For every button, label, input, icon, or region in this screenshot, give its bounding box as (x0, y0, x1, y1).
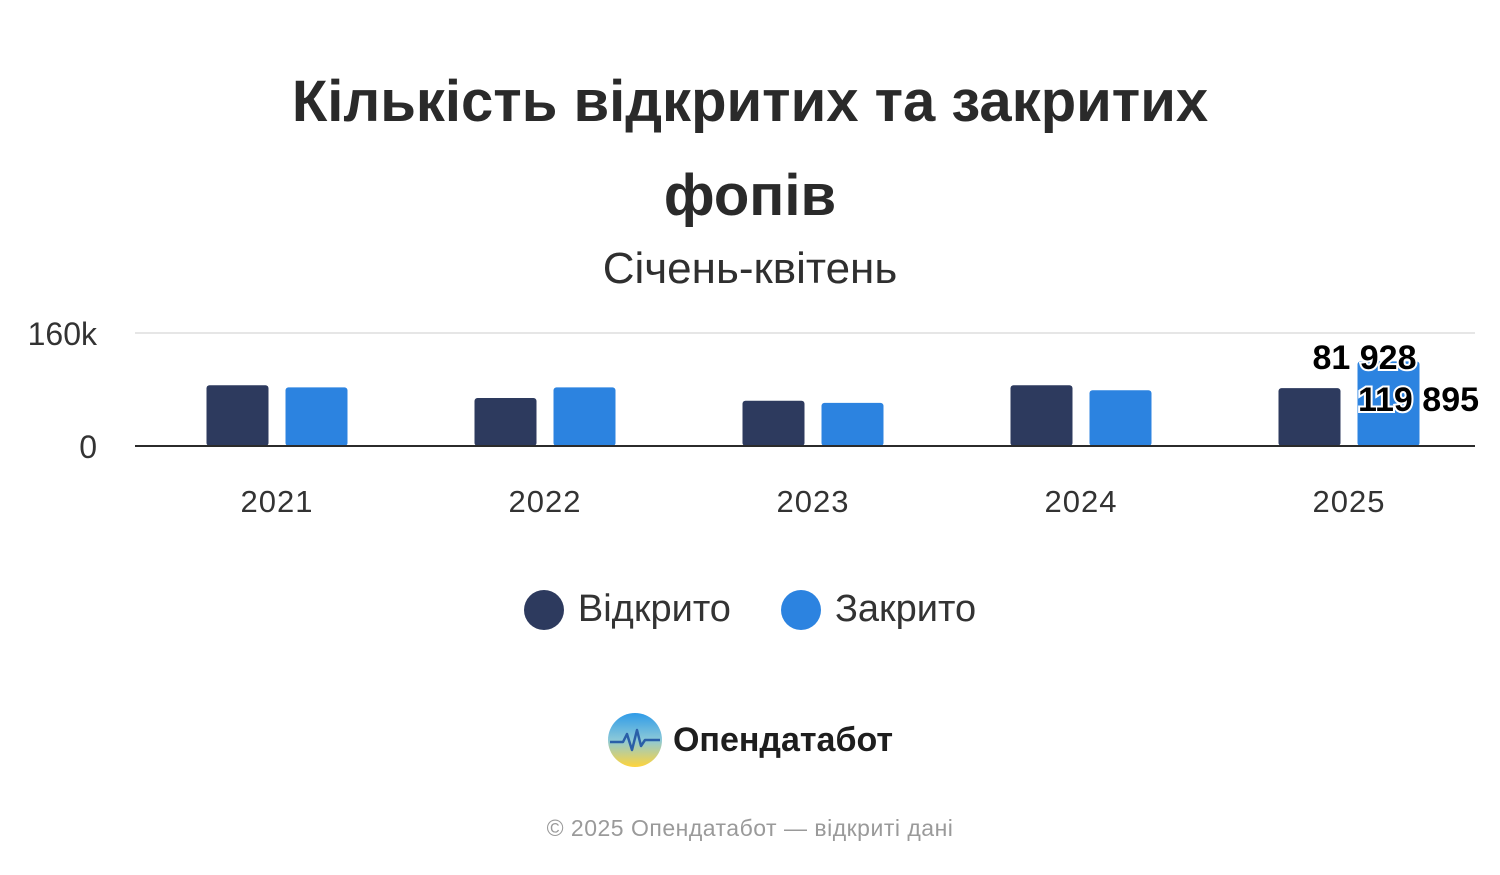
data-label-closed-2025: 119 895 (1358, 381, 1479, 419)
footer-copyright: © 2025 Опендатабот — відкриті дані (546, 815, 954, 841)
legend-item-opened[interactable]: Відкрито (523, 588, 731, 631)
legend-label-closed: Закрито (834, 588, 977, 630)
x-tick-label-2024: 2024 (1045, 484, 1118, 519)
x-tick-label-2021: 2021 (241, 484, 314, 519)
bar-opened-2025 (1278, 388, 1341, 446)
chart-subtitle: Січень-квітень (602, 244, 898, 293)
brand-name: Опендатабот (672, 720, 894, 759)
bar-closed-2023 (821, 402, 884, 446)
opendatabot-logo-icon (607, 713, 662, 767)
x-tick-label-2023: 2023 (777, 484, 850, 519)
bar-opened-2024 (1010, 385, 1073, 446)
bar-opened-2023 (742, 400, 805, 446)
bar-closed-2022 (553, 387, 616, 446)
x-tick-label-2025: 2025 (1313, 484, 1386, 519)
data-label-opened-2025: 81 928 (1313, 339, 1417, 377)
bar-closed-2021 (285, 387, 348, 446)
x-tick-label-2022: 2022 (509, 484, 582, 519)
chart-title: Кількість відкритих та закритих фопів (0, 55, 1500, 243)
legend-label-opened: Відкрито (577, 588, 731, 630)
legend-marker-closed (780, 589, 821, 630)
chart-title-line-2: фопів (663, 163, 837, 228)
brand: Опендатабот (0, 712, 1500, 768)
chart-title-line-1: Кількість відкритих та закритих (291, 69, 1209, 134)
bar-opened-2022 (474, 397, 537, 446)
legend: Відкрито Закрито (0, 588, 1500, 631)
bar-opened-2021 (206, 385, 269, 446)
legend-item-closed[interactable]: Закрито (780, 588, 977, 631)
legend-marker-opened (523, 589, 564, 630)
bar-chart: 0 160k 2021 2022 2023 2024 2025 81 928 119 895 (28, 316, 1481, 519)
bar-closed-2024 (1089, 390, 1152, 446)
y-tick-label: 160k (28, 316, 98, 352)
y-tick-label: 0 (79, 429, 97, 465)
bar-closed-2025 (1357, 361, 1420, 446)
